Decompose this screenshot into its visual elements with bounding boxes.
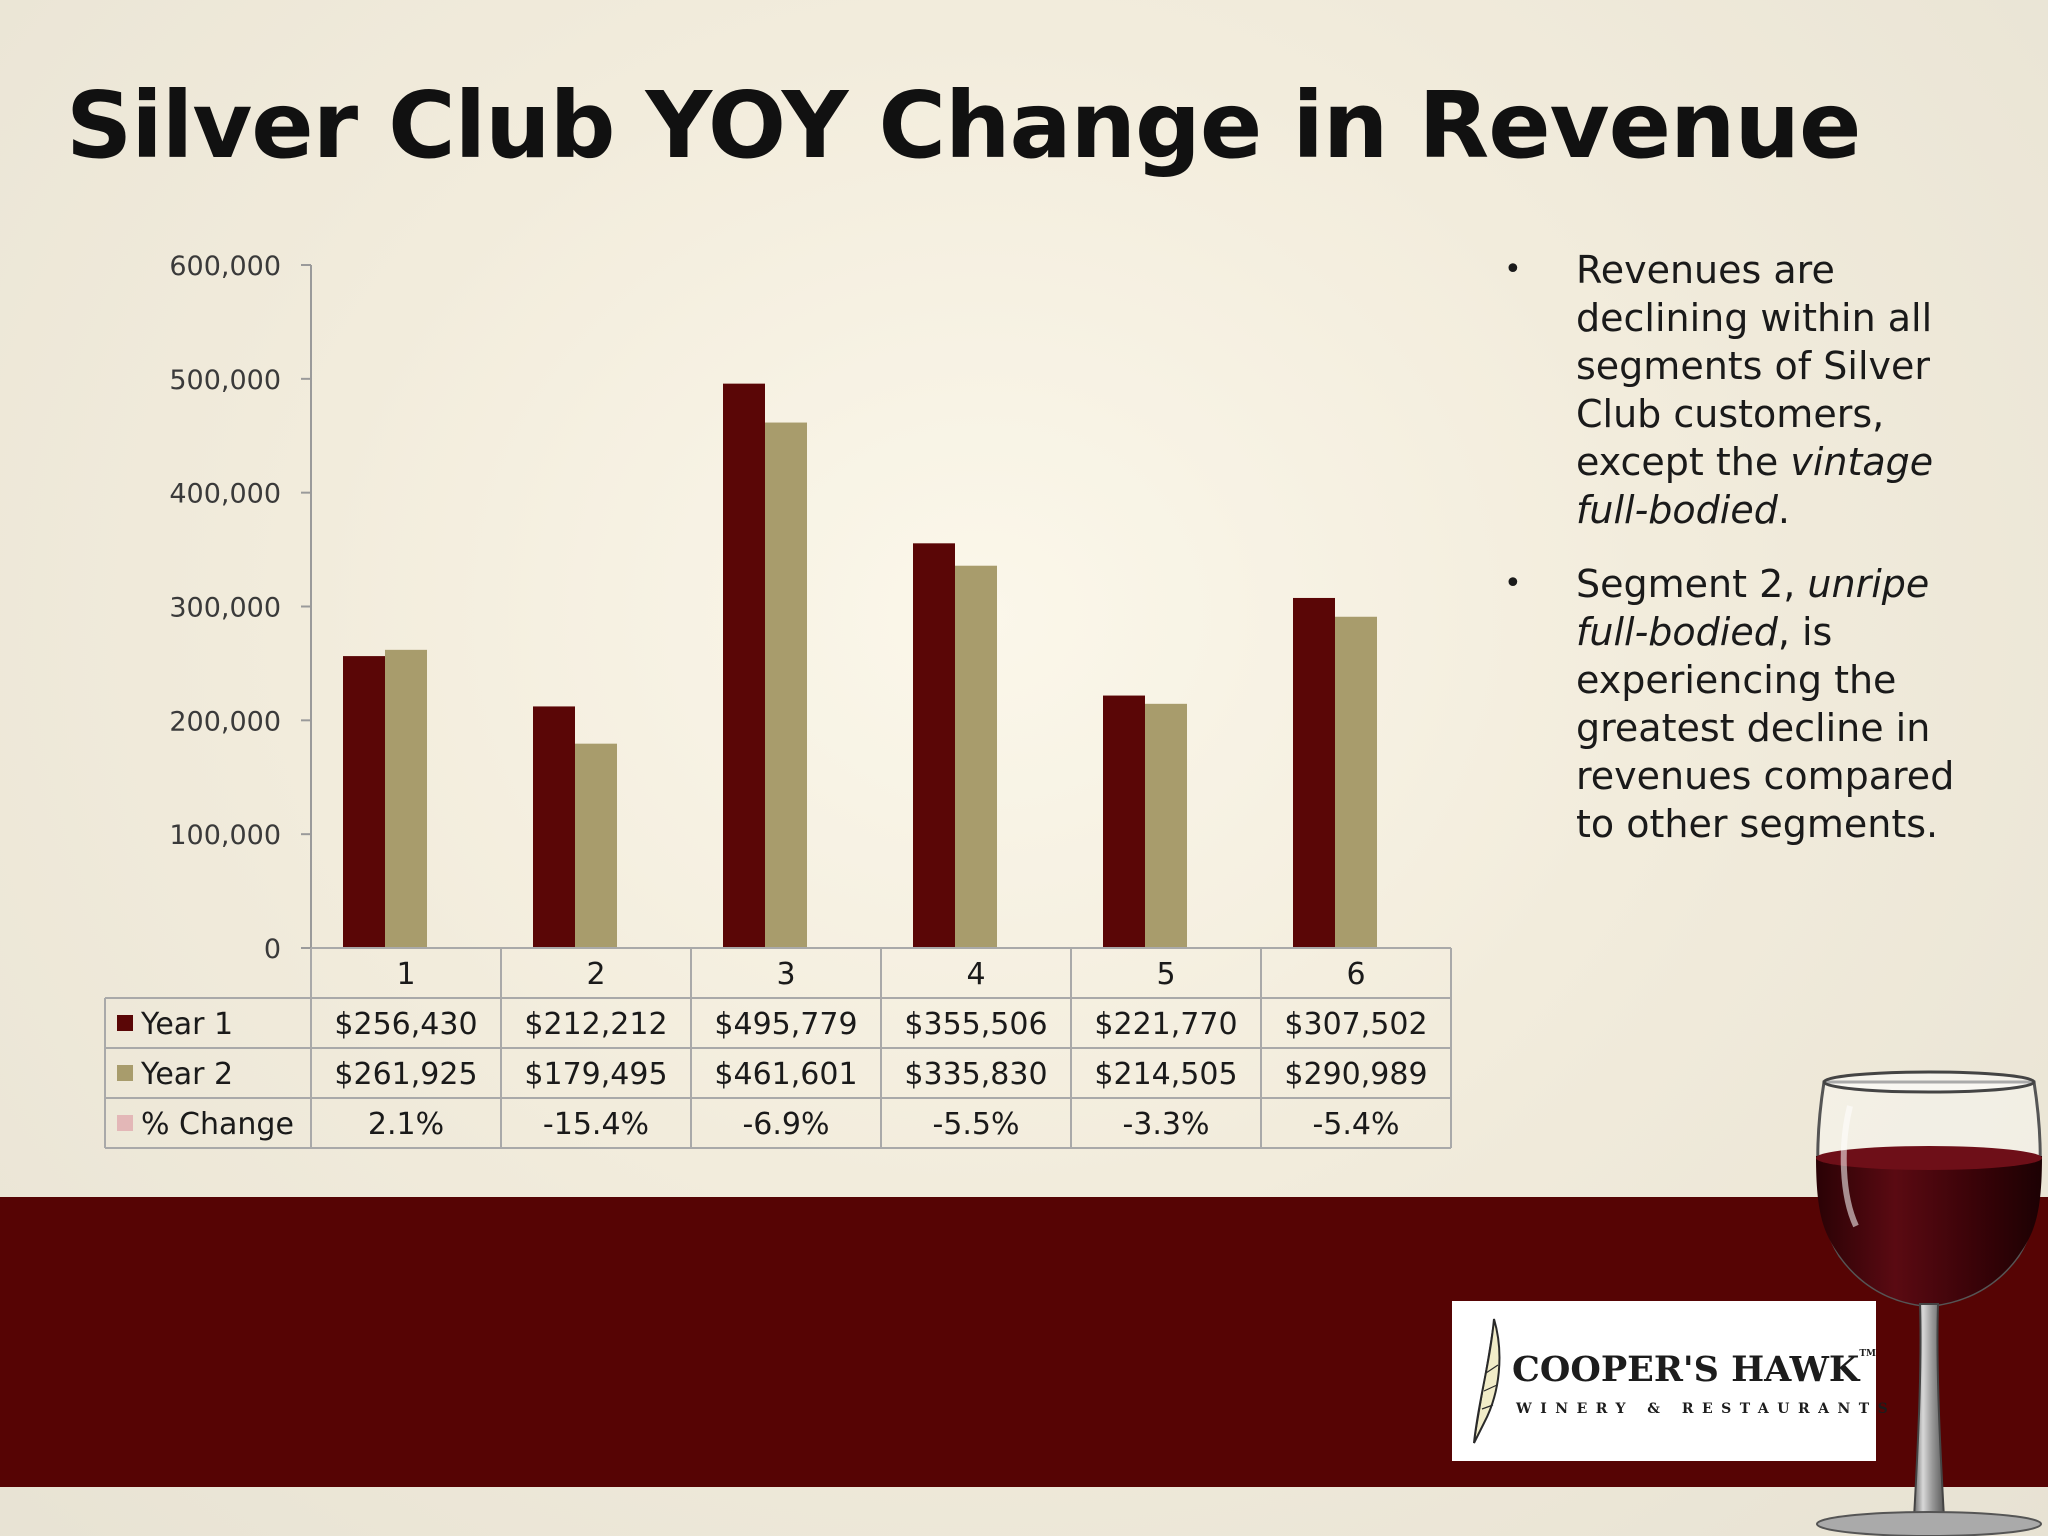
y-tick-label: 300,000 [169, 593, 281, 624]
bar-year-2-seg-2 [575, 743, 617, 948]
bar-year-2-seg-4 [955, 565, 997, 948]
bullet-run: Revenues are declining within all segmen… [1576, 248, 1933, 484]
row-label: Year 2 [140, 1057, 233, 1092]
bar-year-1-seg-1 [343, 656, 385, 948]
table-cell: 2.1% [368, 1107, 444, 1142]
bar-year-2-seg-5 [1145, 703, 1187, 948]
table-cell: $495,779 [714, 1007, 857, 1042]
bullet-dot: • [1504, 252, 1522, 287]
table-cell: -5.5% [932, 1107, 1019, 1142]
table-cell: $256,430 [334, 1007, 477, 1042]
table-cell: $212,212 [524, 1007, 667, 1042]
bullet-item: • Segment 2, unripe full-bodied, is exper… [1504, 560, 2004, 848]
bar-year-2-seg-1 [385, 649, 427, 948]
bullet-run: unripe full-bodied [1576, 562, 1930, 654]
y-tick-label: 100,000 [169, 820, 281, 851]
bar-year-1-seg-6 [1293, 597, 1335, 948]
table-cell: $221,770 [1094, 1007, 1237, 1042]
bullet-text: Segment 2, unripe full-bodied, is experi… [1576, 562, 1954, 846]
feather-icon [1473, 1318, 1501, 1444]
bullet-text: Revenues are declining within all segmen… [1576, 248, 1933, 532]
category-label: 5 [1156, 957, 1175, 992]
bar-year-1-seg-2 [533, 706, 575, 948]
revenue-chart: 0 100,000 200,000 300,000 400,000 500,000 600,… [104, 251, 1452, 1149]
table-cell: $307,502 [1284, 1007, 1427, 1042]
bullet-run: . [1777, 488, 1790, 532]
table-cell: -15.4% [543, 1107, 649, 1142]
bullet-run: , is experiencing the greatest decline i… [1576, 610, 1955, 846]
table-cell: -5.4% [1312, 1107, 1399, 1142]
bullet-item: • Revenues are declining within all segme… [1504, 246, 2004, 534]
table-cell: $214,505 [1094, 1057, 1237, 1092]
y-tick-label: 0 [264, 934, 281, 965]
bullet-run: Segment 2, [1576, 562, 1808, 606]
logo-name: COOPER'S HAWKTM [1512, 1349, 1876, 1390]
row-label: % Change [141, 1107, 294, 1142]
table-cell: -6.9% [742, 1107, 829, 1142]
y-tick-label: 200,000 [169, 706, 281, 737]
row-label: Year 1 [140, 1007, 233, 1042]
table-cell: $461,601 [714, 1057, 857, 1092]
table-cell: -3.3% [1122, 1107, 1209, 1142]
category-label: 6 [1346, 957, 1365, 992]
table-cell: $261,925 [334, 1057, 477, 1092]
category-label: 2 [586, 957, 605, 992]
y-tick-label: 400,000 [169, 479, 281, 510]
slide-title: Silver Club YOY Change in Revenue [66, 72, 1861, 179]
bullet-list: • Revenues are declining within all segme… [1504, 246, 2004, 874]
legend-key [117, 1065, 133, 1081]
bullet-run: vintage full-bodied [1576, 440, 1934, 532]
legend-key [117, 1015, 133, 1031]
bullet-dot: • [1504, 566, 1522, 601]
table-cell: $355,506 [904, 1007, 1047, 1042]
bar-year-2-seg-3 [765, 422, 807, 948]
logo-subtitle: WINERY & RESTAURANTS [1516, 1401, 1897, 1417]
table-cell: $179,495 [524, 1057, 667, 1092]
y-tick-label: 600,000 [169, 251, 281, 282]
wine-glass-image [1816, 1070, 2042, 1536]
category-label: 4 [966, 957, 985, 992]
bar-year-1-seg-3 [723, 383, 765, 948]
legend-key [117, 1115, 133, 1131]
table-cell: $290,989 [1284, 1057, 1427, 1092]
category-label: 3 [776, 957, 795, 992]
bar-year-1-seg-4 [913, 543, 955, 948]
bar-year-1-seg-5 [1103, 695, 1145, 948]
bar-year-2-seg-6 [1335, 616, 1377, 948]
category-label: 1 [396, 957, 415, 992]
y-tick-label: 500,000 [169, 365, 281, 396]
coopers-hawk-logo: COOPER'S HAWKTM WINERY & RESTAURANTS [1452, 1301, 1888, 1461]
table-cell: $335,830 [904, 1057, 1047, 1092]
